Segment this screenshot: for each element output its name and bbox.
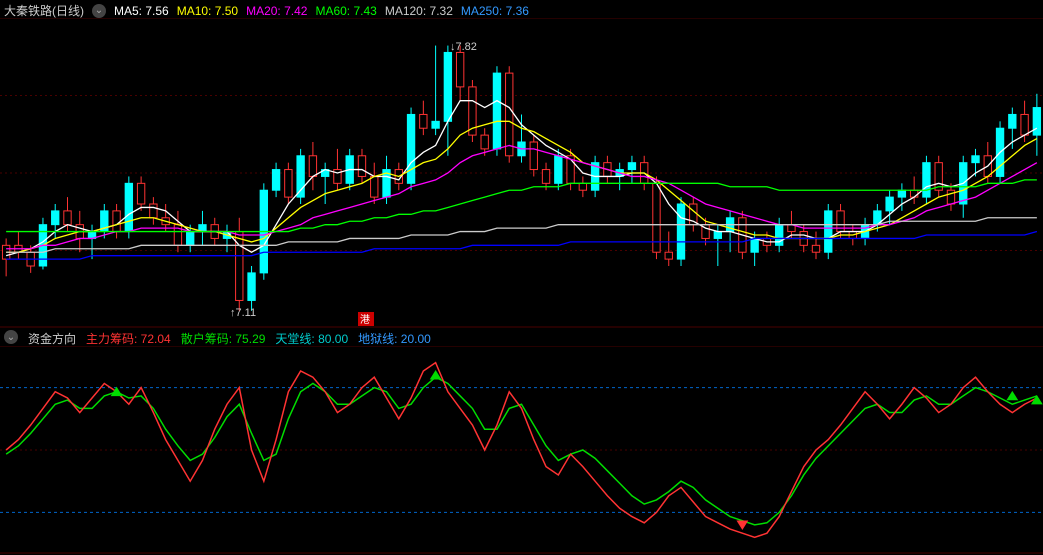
security-name: 大秦铁路(日线) <box>4 2 84 19</box>
main-header: 大秦铁路(日线) ⌄ MA5: 7.56 MA10: 7.50 MA20: 7.42… <box>4 2 537 19</box>
ma-legend-item: MA120: 7.32 <box>385 4 453 18</box>
svg-text:港: 港 <box>360 314 370 326</box>
indicator-pane[interactable] <box>0 346 1043 554</box>
sub-legend-item: 散户筹码: 75.29 <box>181 330 266 347</box>
settings-icon[interactable]: ⌄ <box>92 4 106 18</box>
sub-legend-item: 资金方向 <box>28 330 76 347</box>
ma-legend-item: MA20: 7.42 <box>246 4 307 18</box>
svg-text:↓7.82: ↓7.82 <box>450 41 477 53</box>
sub-legend-item: 主力筹码: 72.04 <box>86 330 171 347</box>
sub-settings-icon[interactable]: ⌄ <box>4 330 18 344</box>
svg-text:↑7.11: ↑7.11 <box>230 307 256 319</box>
price-pane[interactable]: ↓7.82 ↑7.11 港 <box>0 18 1043 328</box>
ma-legend-item: MA250: 7.36 <box>461 4 529 18</box>
chart-container: 大秦铁路(日线) ⌄ MA5: 7.56 MA10: 7.50 MA20: 7.42… <box>0 0 1043 555</box>
sub-header: ⌄ 资金方向 主力筹码: 72.04 散户筹码: 75.29 天堂线: 80.00 地… <box>4 330 431 347</box>
sub-legend-item: 天堂线: 80.00 <box>275 330 348 347</box>
sub-legend-item: 地狱线: 20.00 <box>358 330 431 347</box>
ma-legend-item: MA10: 7.50 <box>177 4 238 18</box>
ma-legend-item: MA5: 7.56 <box>114 4 169 18</box>
ma-legend-item: MA60: 7.43 <box>315 4 376 18</box>
